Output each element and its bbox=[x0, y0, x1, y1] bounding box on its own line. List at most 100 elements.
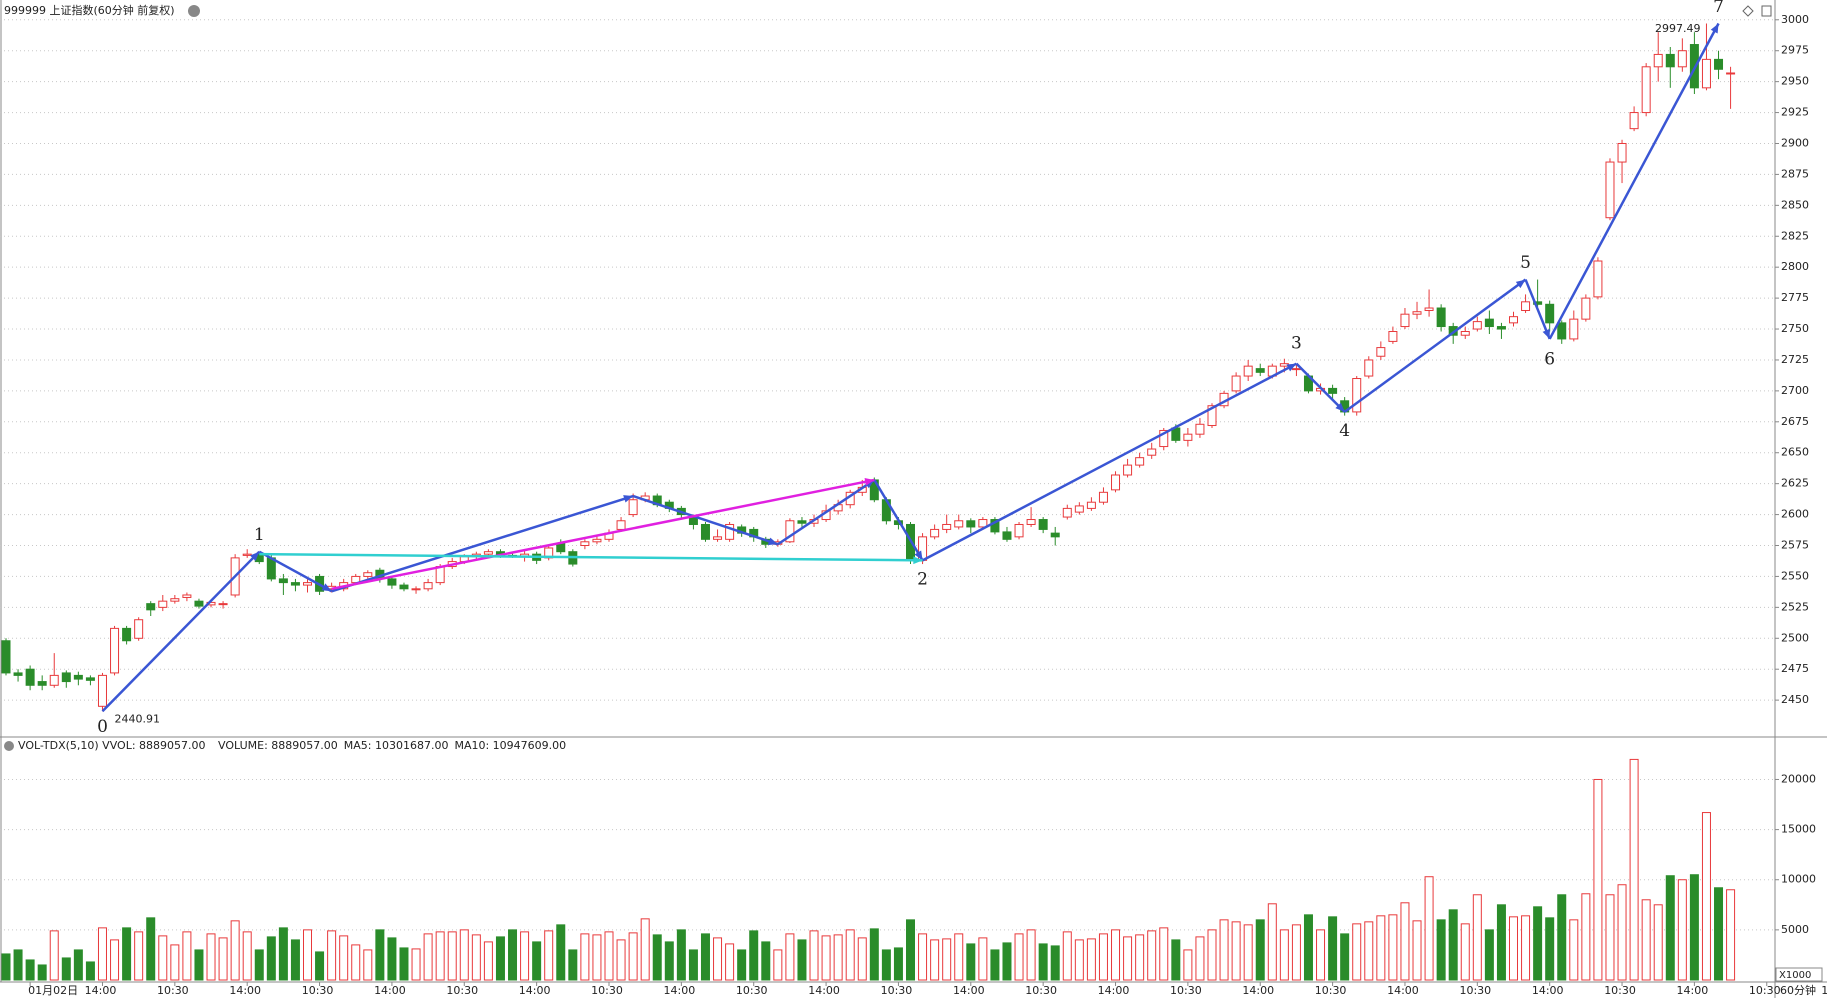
candle-body bbox=[435, 566, 445, 584]
volume-bar bbox=[1291, 924, 1301, 981]
candle-body bbox=[930, 528, 940, 538]
volume-bar bbox=[1303, 914, 1313, 981]
volume-bar bbox=[25, 959, 35, 981]
volume-bar bbox=[1400, 902, 1410, 981]
volume-bar bbox=[930, 939, 940, 981]
volume-bar bbox=[1376, 915, 1386, 981]
candle-body bbox=[1135, 457, 1145, 466]
candle-body bbox=[1424, 307, 1434, 311]
panel-icon[interactable] bbox=[1761, 5, 1772, 17]
candle-body bbox=[97, 674, 107, 707]
x-tick-label: 01月02日 bbox=[28, 984, 78, 997]
y-tick-label: 3000 bbox=[1781, 13, 1809, 26]
candle-body bbox=[966, 520, 976, 528]
volume-bar bbox=[869, 928, 879, 981]
candle-body bbox=[1460, 331, 1470, 336]
trend-line bbox=[331, 478, 875, 591]
volume-bar bbox=[1472, 894, 1482, 981]
volume-bar bbox=[459, 929, 469, 981]
volume-bar bbox=[1195, 936, 1205, 981]
x-tick-label: 10:30 bbox=[1459, 984, 1491, 997]
y-tick-label: 20000 bbox=[1781, 772, 1816, 785]
trend-line bbox=[258, 550, 333, 593]
candle-body bbox=[700, 523, 710, 540]
candle-body bbox=[1183, 433, 1193, 441]
x-tick-label: 14:00 bbox=[808, 984, 840, 997]
volume-bar bbox=[821, 935, 831, 981]
chart-title: 999999 上证指数(60分钟 前复权) bbox=[4, 3, 175, 17]
candle-body bbox=[1629, 112, 1639, 130]
volume-bar bbox=[423, 933, 433, 981]
candle-body bbox=[1436, 307, 1446, 328]
volume-bar bbox=[1243, 924, 1253, 981]
volume-bar bbox=[97, 927, 107, 981]
arrow-head bbox=[767, 537, 778, 546]
candle-body bbox=[218, 603, 228, 606]
volume-bar bbox=[339, 935, 349, 981]
arrow-head bbox=[1710, 23, 1719, 34]
candle-body bbox=[1291, 368, 1301, 371]
x-tick-label: 14:00 bbox=[953, 984, 985, 997]
candle-body bbox=[1714, 58, 1724, 70]
volume-bar bbox=[1014, 933, 1024, 981]
candle-body bbox=[242, 553, 252, 556]
candle-body bbox=[1328, 387, 1338, 394]
candle-body bbox=[1243, 365, 1253, 377]
candle-body bbox=[85, 677, 95, 681]
y-tick-label: 2625 bbox=[1781, 477, 1809, 490]
trend-line bbox=[1343, 278, 1527, 413]
y-tick-label: 15000 bbox=[1781, 823, 1816, 836]
x-tick-label: 10:30 bbox=[302, 984, 334, 997]
x-tick-label: 14:00 bbox=[229, 984, 261, 997]
volume-bar bbox=[1557, 894, 1567, 981]
volume-bar bbox=[1328, 916, 1338, 981]
candle-body bbox=[1050, 532, 1060, 538]
trend-line bbox=[873, 479, 924, 561]
y-tick-label: 2925 bbox=[1781, 106, 1809, 119]
volume-bar bbox=[1593, 778, 1603, 981]
volume-bar bbox=[1255, 919, 1265, 981]
candle-body bbox=[1581, 297, 1591, 320]
volume-bar bbox=[483, 941, 493, 981]
candle-body bbox=[1376, 347, 1386, 357]
volume-bar bbox=[387, 937, 397, 981]
volume-bar bbox=[1159, 927, 1169, 981]
y-tick-label: 2875 bbox=[1781, 167, 1809, 180]
x-tick-label: 14:00 bbox=[1677, 984, 1709, 997]
y-tick-label: 2700 bbox=[1781, 384, 1809, 397]
volume-bar bbox=[713, 937, 723, 981]
y-tick-label: 2750 bbox=[1781, 322, 1809, 335]
y-tick-label: 2500 bbox=[1781, 631, 1809, 644]
candle-body bbox=[37, 681, 47, 686]
x-tick-label: 14:00 bbox=[1821, 984, 1827, 997]
volume-bar bbox=[1714, 887, 1724, 981]
volume-bar bbox=[290, 939, 300, 981]
price-label: 2440.91 bbox=[114, 712, 160, 725]
candle-body bbox=[1002, 531, 1012, 540]
x-tick-label: 14:00 bbox=[1387, 984, 1419, 997]
candle-body bbox=[1062, 507, 1072, 518]
y-tick-label: 2600 bbox=[1781, 508, 1809, 521]
volume-bar bbox=[1, 953, 11, 981]
candle-body bbox=[1509, 316, 1518, 324]
volume-bar bbox=[1050, 945, 1060, 981]
volume-menu-button[interactable] bbox=[4, 741, 14, 751]
menu-button[interactable] bbox=[188, 5, 200, 17]
volume-bar bbox=[857, 937, 867, 981]
candle-body bbox=[1701, 58, 1711, 89]
volume-bar bbox=[966, 943, 976, 981]
trend-line bbox=[101, 550, 261, 713]
volume-bar bbox=[532, 941, 542, 981]
y-tick-label: 2725 bbox=[1781, 353, 1809, 366]
wave-label: 4 bbox=[1339, 421, 1350, 441]
volume-bar bbox=[954, 933, 964, 981]
x-tick-label: 10:30 bbox=[1025, 984, 1057, 997]
volume-bar bbox=[13, 949, 23, 981]
x-tick-label: 10:30 bbox=[446, 984, 478, 997]
volume-bar bbox=[508, 929, 518, 981]
x-tick-label: 10:30 bbox=[157, 984, 189, 997]
volume-bar bbox=[1026, 929, 1036, 981]
volume-bar bbox=[110, 939, 120, 981]
candle-body bbox=[1521, 301, 1531, 311]
diamond-icon[interactable] bbox=[1742, 5, 1754, 17]
